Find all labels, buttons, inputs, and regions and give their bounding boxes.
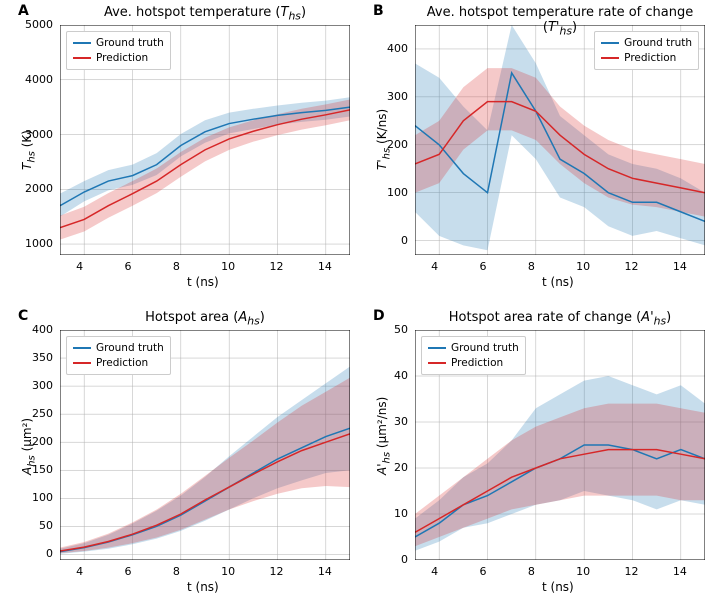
legend-item: Prediction: [428, 356, 519, 371]
ylabel-A: Ths (K): [20, 130, 37, 170]
ytick-label: 0: [401, 553, 408, 566]
panel-C: CHotspot area (Ahs)468101214050100150200…: [60, 330, 350, 560]
panel-D: DHotspot area rate of change (A'hs)46810…: [415, 330, 705, 560]
xtick-label: 4: [431, 260, 438, 273]
legend-C: Ground truthPrediction: [66, 336, 171, 375]
legend-swatch: [73, 362, 91, 364]
ytick-label: 50: [394, 323, 408, 336]
panel-B: BAve. hotspot temperature rate of change…: [415, 25, 705, 255]
ytick-label: 4000: [25, 73, 53, 86]
ylabel-D: A'hs (μm²/ns): [375, 397, 392, 475]
legend-swatch: [73, 42, 91, 44]
xtick-label: 14: [318, 565, 332, 578]
xlabel-B: t (ns): [542, 275, 574, 289]
xtick-label: 10: [221, 565, 235, 578]
ytick-label: 100: [387, 186, 408, 199]
legend-swatch: [601, 42, 619, 44]
ytick-label: 10: [394, 507, 408, 520]
legend-label: Prediction: [451, 356, 503, 371]
xtick-label: 14: [318, 260, 332, 273]
legend-item: Ground truth: [601, 36, 692, 51]
legend-label: Ground truth: [451, 341, 519, 356]
ytick-label: 400: [387, 42, 408, 55]
xlabel-C: t (ns): [187, 580, 219, 594]
legend-swatch: [73, 57, 91, 59]
xtick-label: 14: [673, 565, 687, 578]
xtick-label: 12: [270, 260, 284, 273]
xtick-label: 10: [576, 565, 590, 578]
panel-title-C: Hotspot area (Ahs): [60, 310, 350, 328]
ytick-label: 300: [387, 90, 408, 103]
legend-swatch: [428, 362, 446, 364]
legend-label: Prediction: [96, 51, 148, 66]
ylabel-B: T'hs (K/ns): [375, 109, 392, 170]
prediction-band-C: [60, 378, 350, 554]
xtick-label: 8: [173, 565, 180, 578]
xtick-label: 4: [431, 565, 438, 578]
xtick-label: 6: [480, 565, 487, 578]
legend-item: Prediction: [73, 51, 164, 66]
ylabel-C: Ahs (μm²): [20, 418, 37, 475]
ytick-label: 5000: [25, 18, 53, 31]
xtick-label: 6: [125, 565, 132, 578]
panel-label-A: A: [18, 3, 29, 19]
ytick-label: 2000: [25, 182, 53, 195]
panel-title-D: Hotspot area rate of change (A'hs): [415, 310, 705, 328]
ytick-label: 1000: [25, 237, 53, 250]
xtick-label: 8: [528, 260, 535, 273]
ytick-label: 400: [32, 323, 53, 336]
prediction-band-D: [415, 404, 705, 547]
legend-D: Ground truthPrediction: [421, 336, 526, 375]
ytick-label: 40: [394, 369, 408, 382]
legend-label: Ground truth: [624, 36, 692, 51]
legend-B: Ground truthPrediction: [594, 31, 699, 70]
legend-label: Ground truth: [96, 36, 164, 51]
legend-A: Ground truthPrediction: [66, 31, 171, 70]
panel-label-B: B: [373, 3, 384, 19]
xtick-label: 10: [221, 260, 235, 273]
legend-swatch: [601, 57, 619, 59]
xtick-label: 6: [480, 260, 487, 273]
panel-label-D: D: [373, 308, 385, 324]
ytick-label: 50: [39, 519, 53, 532]
legend-item: Ground truth: [428, 341, 519, 356]
ytick-label: 20: [394, 461, 408, 474]
xtick-label: 8: [173, 260, 180, 273]
legend-label: Ground truth: [96, 341, 164, 356]
legend-label: Prediction: [624, 51, 676, 66]
panel-label-C: C: [18, 308, 28, 324]
xlabel-D: t (ns): [542, 580, 574, 594]
ytick-label: 100: [32, 491, 53, 504]
ytick-label: 0: [401, 234, 408, 247]
ytick-label: 0: [46, 547, 53, 560]
legend-label: Prediction: [96, 356, 148, 371]
ytick-label: 300: [32, 379, 53, 392]
legend-swatch: [428, 347, 446, 349]
legend-item: Prediction: [73, 356, 164, 371]
xtick-label: 8: [528, 565, 535, 578]
panel-title-A: Ave. hotspot temperature (Ths): [60, 5, 350, 23]
xlabel-A: t (ns): [187, 275, 219, 289]
ytick-label: 350: [32, 351, 53, 364]
xtick-label: 14: [673, 260, 687, 273]
figure-root: A Ave. hotspot temperature (Ths) 4 6 8 10 12 14…: [0, 0, 720, 606]
ytick-label: 30: [394, 415, 408, 428]
xtick-label: 6: [125, 260, 132, 273]
xtick-label: 12: [625, 260, 639, 273]
xtick-label: 12: [270, 565, 284, 578]
xtick-label: 4: [76, 260, 83, 273]
xtick-label: 4: [76, 565, 83, 578]
legend-item: Ground truth: [73, 341, 164, 356]
xtick-label: 10: [576, 260, 590, 273]
legend-swatch: [73, 347, 91, 349]
xtick-label: 12: [625, 565, 639, 578]
legend-item: Prediction: [601, 51, 692, 66]
legend-item: Ground truth: [73, 36, 164, 51]
panel-A: AAve. hotspot temperature (Ths)468101214…: [60, 25, 350, 255]
